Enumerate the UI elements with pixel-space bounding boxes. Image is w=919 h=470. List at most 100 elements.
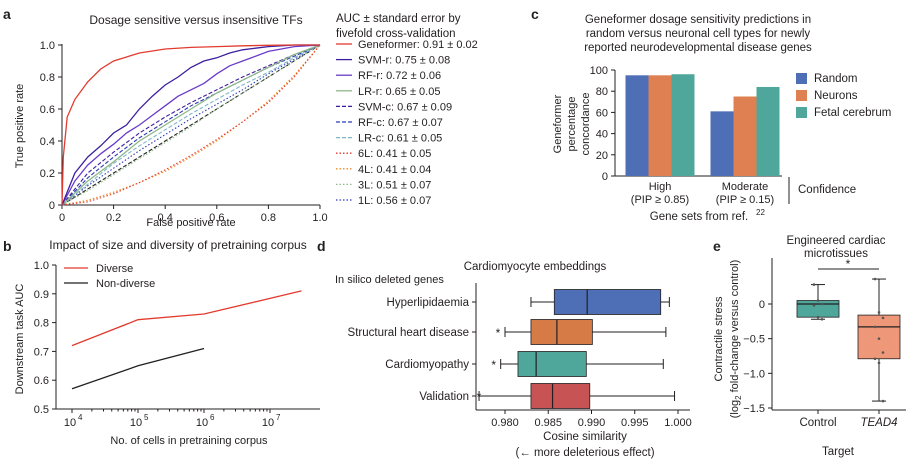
- y-tick-label: 0.7: [34, 346, 49, 358]
- x-tick-label: 1.0: [312, 212, 327, 224]
- significance-star: *: [846, 257, 851, 271]
- x-tick-exponent: 4: [78, 413, 83, 422]
- legend-label: Non-diverse: [96, 278, 155, 290]
- legend-swatch: [796, 73, 807, 84]
- y-axis-label: (log2 fold-change versus control): [729, 260, 743, 419]
- category-label: Moderate: [722, 181, 768, 193]
- legend-label: Neurons: [814, 90, 858, 102]
- roc-curve-10: [61, 44, 321, 206]
- x-tick-label: 10: [130, 417, 142, 429]
- data-point: [812, 304, 816, 307]
- legend-label: 1L: 0.56 ± 0.07: [358, 195, 431, 207]
- data-point: [873, 325, 877, 329]
- roc-curve-1: [61, 44, 320, 206]
- x-tick-label: 0.8: [261, 212, 276, 224]
- y-tick-label: 60: [596, 107, 608, 119]
- data-point: [820, 302, 824, 306]
- bar: [671, 74, 695, 176]
- data-point: [816, 299, 820, 302]
- chart-title: Dosage sensitive versus insensitive TFs: [89, 13, 302, 27]
- legend-swatch: [796, 107, 807, 118]
- y-axis-label: percentage: [566, 96, 578, 151]
- box: [530, 383, 591, 409]
- y-tick-label: 0.5: [34, 404, 49, 416]
- y-tick-label: −1.0: [743, 368, 765, 380]
- category-label: Structural heart disease: [348, 327, 469, 339]
- group-header: In silico deleted genes: [335, 274, 444, 286]
- y-tick-label: 0.6: [34, 375, 49, 387]
- chart-title: Cardiomyocyte embeddings: [464, 261, 607, 273]
- y-tick-label: 100: [590, 65, 608, 77]
- roc-curve-2: [61, 44, 320, 206]
- legend-label: RF-c: 0.67 ± 0.07: [358, 117, 443, 129]
- y-tick-label: 0.8: [34, 318, 49, 330]
- chart-title: Engineered cardiac: [786, 235, 885, 247]
- bar: [710, 111, 734, 176]
- significance-star: *: [491, 358, 496, 372]
- x-axis-label: Gene sets from ref.: [650, 211, 748, 223]
- y-tick-label: 0: [759, 299, 765, 311]
- box: [517, 351, 587, 377]
- x-tick-exponent: 7: [276, 413, 281, 422]
- legend-label: SVM-r: 0.75 ± 0.08: [358, 55, 450, 67]
- legend-swatch: [796, 90, 807, 101]
- legend-label: Fetal cerebrum: [814, 107, 891, 119]
- x-tick-label: 0.985: [534, 417, 562, 429]
- legend-label: LR-c: 0.61 ± 0.05: [358, 133, 442, 145]
- bar: [733, 96, 757, 176]
- bracket-label: Confidence: [798, 184, 856, 196]
- data-point: [881, 316, 885, 320]
- x-tick-label: 0.2: [106, 212, 121, 224]
- y-axis-label: concordance: [580, 93, 592, 156]
- y-tick-label: 0.6: [40, 104, 55, 116]
- chart-title: microtissues: [804, 248, 868, 260]
- y-axis-label-part: (log: [729, 400, 741, 418]
- box: [553, 289, 662, 315]
- series-line-2: [71, 347, 205, 390]
- y-tick-label: 0: [49, 200, 55, 212]
- legend-label: 3L: 0.51 ± 0.07: [358, 179, 431, 191]
- y-tick-label: 0: [602, 171, 608, 183]
- data-point: [820, 317, 824, 321]
- y-tick-label: 0.9: [34, 289, 49, 301]
- y-tick-label: 0.4: [40, 136, 55, 148]
- bar: [625, 75, 649, 176]
- box: [857, 314, 901, 360]
- category-label: Validation: [419, 391, 469, 403]
- y-tick-label: 20: [596, 150, 608, 162]
- series-line-1: [71, 290, 302, 347]
- panel-letter-c: c: [531, 6, 539, 22]
- y-tick-label: 1.0: [40, 40, 55, 52]
- x-tick-label: 0.990: [578, 417, 606, 429]
- chart-title: Impact of size and diversity of pretrain…: [49, 238, 306, 252]
- data-point: [877, 337, 881, 340]
- significance-star: *: [496, 326, 501, 340]
- legend-label: 6L: 0.41 ± 0.05: [358, 148, 431, 160]
- category-label: Hyperlipidaemia: [387, 297, 470, 309]
- category-label: High: [649, 181, 672, 193]
- x-axis-label-ref: 22: [756, 208, 765, 217]
- data-point: [812, 283, 816, 286]
- panel-letter-b: b: [3, 238, 12, 254]
- y-tick-label: 1.0: [34, 260, 49, 272]
- data-point: [873, 277, 877, 281]
- panel-letter-d: d: [317, 238, 326, 254]
- x-axis-label: Target: [822, 446, 855, 458]
- data-point: [873, 357, 877, 361]
- data-point: [816, 315, 820, 319]
- roc-curve-5: [61, 44, 321, 206]
- category-sublabel: (PIP ≥ 0.15): [716, 194, 774, 206]
- y-tick-label: 80: [596, 86, 608, 98]
- y-axis-label-part: fold-change versus control): [729, 260, 741, 396]
- x-axis-label: False positive rate: [146, 217, 235, 229]
- y-tick-label: 0.8: [40, 72, 55, 84]
- roc-curve-7: [61, 44, 321, 206]
- box: [530, 319, 593, 345]
- y-axis-label: Downstream task AUC: [14, 284, 26, 395]
- y-axis-label: Contractile stress: [713, 296, 725, 381]
- legend-label: LR-r: 0.65 ± 0.05: [358, 86, 440, 98]
- x-tick-label: 0.6: [209, 212, 224, 224]
- bar: [756, 86, 780, 176]
- y-axis-label: True positive rate: [14, 84, 26, 169]
- bar: [648, 75, 672, 176]
